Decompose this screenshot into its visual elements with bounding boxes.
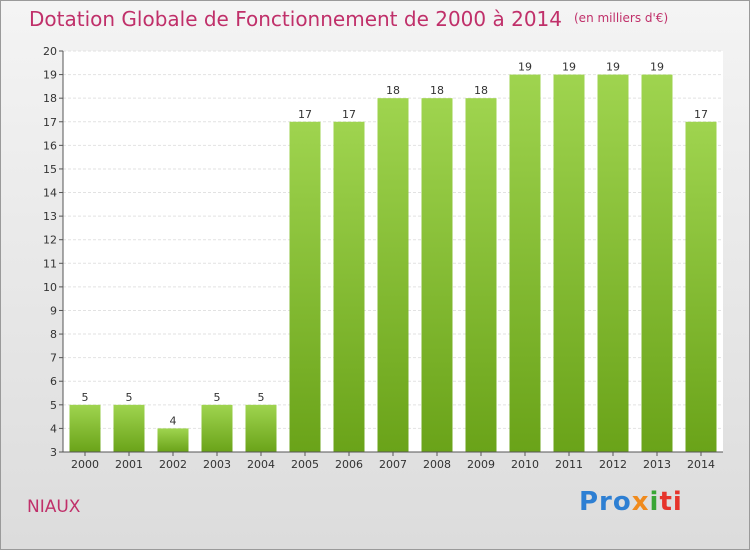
y-tick-label: 3 — [50, 446, 57, 459]
y-tick-label: 7 — [50, 352, 57, 365]
y-tick-label: 11 — [43, 257, 57, 270]
y-tick-label: 13 — [43, 210, 57, 223]
x-tick-label: 2014 — [687, 458, 715, 471]
y-axis: 3 4 5 6 7 8 9 10 11 12 13 14 15 16 17 18 19 20 — [43, 45, 64, 459]
chart-title: Dotation Globale de Fonctionnement de 20… — [29, 7, 562, 31]
y-tick-label: 19 — [43, 69, 57, 82]
y-tick-label: 4 — [50, 422, 57, 435]
bar-chart: 5 5 4 5 5 17 17 18 18 18 19 19 19 19 17 3 4 5 6 7 8 9 10 11 12 1… — [43, 45, 723, 471]
bar — [333, 121, 365, 452]
y-tick-label: 6 — [50, 375, 57, 388]
bar — [509, 74, 541, 453]
bar — [113, 404, 145, 452]
bar-value-label: 5 — [258, 391, 265, 404]
logo-part-4: ti — [659, 487, 683, 517]
logo-part-1: Pro — [579, 487, 632, 517]
y-tick-label: 18 — [43, 92, 57, 105]
x-tick-label: 2011 — [555, 458, 583, 471]
y-tick-label: 15 — [43, 163, 57, 176]
bar — [69, 404, 101, 452]
x-tick-label: 2013 — [643, 458, 671, 471]
x-tick-label: 2001 — [115, 458, 143, 471]
bar — [377, 98, 409, 453]
bar-value-label: 17 — [694, 108, 708, 121]
bar-value-label: 5 — [214, 391, 221, 404]
bar-value-label: 18 — [430, 84, 444, 97]
bar-value-label: 4 — [170, 414, 177, 427]
y-tick-label: 20 — [43, 45, 57, 58]
x-tick-label: 2004 — [247, 458, 275, 471]
x-tick-label: 2005 — [291, 458, 319, 471]
y-tick-label: 17 — [43, 116, 57, 129]
x-tick-label: 2010 — [511, 458, 539, 471]
bar — [641, 74, 673, 453]
y-tick-label: 14 — [43, 187, 57, 200]
y-tick-label: 9 — [50, 304, 57, 317]
bar-value-label: 5 — [82, 391, 89, 404]
bar — [553, 74, 585, 453]
x-tick-label: 2008 — [423, 458, 451, 471]
y-tick-label: 5 — [50, 399, 57, 412]
x-tick-label: 2009 — [467, 458, 495, 471]
bar-value-label: 17 — [342, 108, 356, 121]
bar-value-label: 19 — [606, 61, 620, 74]
x-tick-label: 2012 — [599, 458, 627, 471]
bar — [685, 121, 717, 452]
bar-value-label: 19 — [562, 61, 576, 74]
x-tick-label: 2000 — [71, 458, 99, 471]
bar-value-label: 18 — [474, 84, 488, 97]
chart-subtitle: (en milliers d'€) — [574, 11, 669, 25]
proxiti-logo: Proxiti — [579, 487, 683, 517]
bar — [201, 404, 233, 452]
x-tick-label: 2006 — [335, 458, 363, 471]
x-tick-label: 2002 — [159, 458, 187, 471]
x-tick-label: 2003 — [203, 458, 231, 471]
bar — [245, 404, 277, 452]
bar-value-label: 17 — [298, 108, 312, 121]
bar — [289, 121, 321, 452]
bar-value-label: 19 — [518, 61, 532, 74]
x-tick-label: 2007 — [379, 458, 407, 471]
x-axis: 2000 2001 2002 2003 2004 2005 2006 2007 2008 2009… — [63, 451, 723, 471]
bar-value-label: 5 — [126, 391, 133, 404]
y-tick-label: 10 — [43, 281, 57, 294]
chart-title-block: Dotation Globale de Fonctionnement de 20… — [29, 7, 668, 31]
bar-value-label: 18 — [386, 84, 400, 97]
bar — [465, 98, 497, 453]
bar — [597, 74, 629, 453]
bar — [157, 428, 189, 452]
logo-part-3: i — [649, 487, 660, 517]
logo-part-2: x — [631, 487, 650, 517]
bars: 5 5 4 5 5 17 17 18 18 18 19 19 19 19 17 — [69, 61, 717, 453]
commune-name: NIAUX — [27, 497, 81, 517]
bar — [421, 98, 453, 453]
bar-value-label: 19 — [650, 61, 664, 74]
y-tick-label: 16 — [43, 139, 57, 152]
y-tick-label: 12 — [43, 234, 57, 247]
y-tick-label: 8 — [50, 328, 57, 341]
